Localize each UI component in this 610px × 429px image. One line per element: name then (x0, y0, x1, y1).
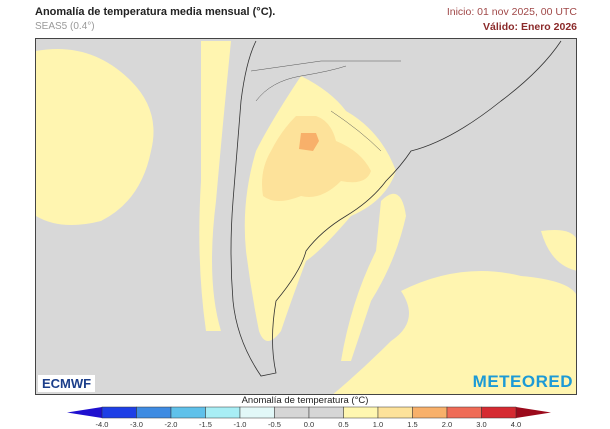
colorbar-tick-label: 4.0 (510, 420, 522, 429)
anomaly-area-chile-coast (199, 41, 231, 331)
colorbar-segment (308, 406, 344, 419)
init-date: Inicio: 01 nov 2025, 00 UTC (446, 6, 577, 18)
colorbar-segment (101, 406, 137, 419)
anomaly-map: ECMWF METEORED (35, 38, 577, 395)
colorbar-tick-label: -0.5 (268, 420, 281, 429)
colorbar-title: Anomalía de temperatura (°C) (241, 395, 369, 406)
colorbar-tick-label: -1.0 (233, 420, 247, 429)
colorbar-segment (481, 406, 517, 419)
country-borders (250, 60, 401, 152)
colorbar-segment (274, 406, 310, 419)
colorbar-tick-label: 0.5 (338, 420, 349, 429)
colorbar-segment (170, 406, 206, 419)
colorbar-tick-label: -1.5 (199, 420, 212, 429)
colorbar-tick-label: 1.5 (407, 420, 418, 429)
colorbar-tick-label: -3.0 (130, 420, 143, 429)
anomaly-area-argentina (244, 76, 396, 341)
ecmwf-logo: ECMWF (38, 375, 96, 392)
colorbar-over-triangle (516, 407, 551, 418)
colorbar-segment (343, 406, 379, 419)
map-title: Anomalía de temperatura media mensual (°… (35, 6, 276, 18)
colorbar-under-triangle (67, 407, 102, 418)
colorbar-tick-label: 3.0 (476, 420, 487, 429)
colorbar-segment (239, 406, 275, 419)
colorbar-tick-label: 1.0 (372, 420, 384, 429)
anomaly-area-east (541, 230, 576, 271)
coastline (230, 40, 562, 377)
anomaly-area-max (299, 133, 319, 151)
colorbar-tick-label: -2.0 (164, 420, 178, 429)
colorbar-segment (136, 406, 172, 419)
colorbar-segment (412, 406, 448, 419)
colorbar-segment (446, 406, 482, 419)
colorbar-tick-label: 2.0 (441, 420, 453, 429)
anomaly-area-atlantic (341, 193, 406, 361)
valid-date: Válido: Enero 2026 (483, 21, 577, 33)
colorbar-segment (377, 406, 413, 419)
meteored-logo: METEORED (472, 372, 573, 391)
colorbar-tick-label: -4.0 (95, 420, 109, 429)
colorbar-segment (205, 406, 241, 419)
map-canvas (36, 40, 576, 394)
model-label: SEAS5 (0.4°) (35, 21, 95, 32)
anomaly-area-core (262, 116, 371, 201)
anomaly-area-south-atlantic (333, 271, 576, 394)
colorbar-tick-label: 0.0 (303, 420, 315, 429)
anomaly-area-pacific (36, 49, 154, 225)
